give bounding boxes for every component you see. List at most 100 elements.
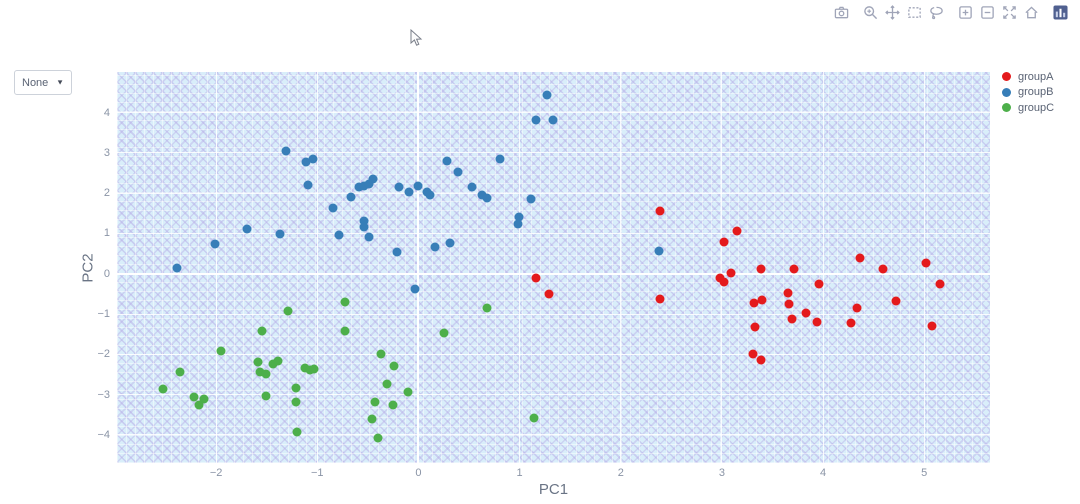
plotly-logo-button[interactable]	[1053, 5, 1068, 20]
lasso-select-button[interactable]	[929, 5, 944, 20]
gridline-x	[822, 72, 824, 463]
legend-marker-icon	[1002, 72, 1011, 82]
zoom-out-button[interactable]	[980, 5, 995, 20]
scatter-point-groupC	[529, 413, 539, 423]
y-axis-title: PC2	[79, 252, 97, 283]
scatter-point-groupB	[359, 222, 369, 232]
scatter-point-groupA	[715, 273, 725, 283]
scatter-point-groupC	[376, 349, 386, 359]
scatter-point-groupC	[268, 359, 278, 369]
gridline-y	[117, 232, 990, 234]
x-axis-title: PC1	[538, 481, 569, 498]
box-select-button[interactable]	[907, 5, 922, 20]
scatter-point-groupB	[281, 146, 291, 156]
scatter-point-groupA	[921, 258, 931, 268]
scatter-point-groupB	[548, 115, 558, 125]
y-tick-label: 1	[103, 227, 110, 240]
scatter-point-groupA	[852, 303, 862, 313]
zoom-button[interactable]	[863, 5, 878, 20]
x-tick-label: 1	[516, 467, 523, 479]
pan-button[interactable]	[885, 5, 900, 20]
scatter-point-groupC	[199, 394, 209, 404]
gridline-y	[117, 313, 990, 315]
scatter-point-groupC	[388, 400, 398, 410]
y-tick-label: 4	[103, 106, 110, 119]
x-tick-label: −1	[311, 467, 324, 479]
scatter-point-groupA	[878, 264, 888, 274]
camera-button[interactable]	[834, 5, 849, 20]
gridline-y	[117, 353, 990, 355]
scatter-point-groupC	[482, 303, 492, 313]
zoom-in-button[interactable]	[958, 5, 973, 20]
scatter-point-groupA	[726, 268, 736, 278]
scatter-point-groupB	[354, 182, 364, 192]
scatter-point-groupB	[368, 174, 378, 184]
gridline-x	[721, 72, 723, 463]
scatter-point-groupB	[404, 187, 414, 197]
legend-item-groupA[interactable]: groupA	[1002, 69, 1054, 85]
plotly-logo-icon	[1053, 5, 1068, 20]
gridline-y	[117, 152, 990, 154]
scatter-point-groupB	[526, 194, 536, 204]
scatter-point-groupA	[855, 253, 864, 263]
scatter-point-groupA	[750, 322, 760, 332]
scatter-point-groupA	[757, 295, 767, 305]
scatter-point-groupC	[292, 427, 302, 437]
scatter-point-groupB	[364, 179, 374, 189]
scatter-point-groupB	[334, 230, 344, 240]
legend-item-groupC[interactable]: groupC	[1002, 100, 1054, 116]
y-tick-label: −3	[97, 388, 110, 401]
scatter-point-groupB	[410, 284, 420, 294]
plotly-modebar	[834, 5, 1068, 20]
scatter-point-groupA	[756, 264, 766, 274]
gridline-y	[117, 112, 990, 114]
scatter-point-groupC	[158, 384, 168, 394]
legend-marker-icon	[1002, 103, 1011, 113]
scatter-point-groupA	[655, 206, 665, 216]
gridline-x	[417, 72, 420, 463]
scatter-point-groupB	[359, 216, 369, 226]
scatter-point-groupA	[749, 298, 759, 308]
scatter-point-groupC	[382, 379, 392, 389]
scatter-point-groupB	[394, 182, 404, 192]
scatter-point-groupC	[261, 369, 271, 379]
scatter-point-groupB	[477, 190, 487, 200]
scatter-point-groupC	[370, 397, 380, 407]
scatter-point-groupB	[328, 203, 338, 213]
gridline-x	[316, 72, 318, 463]
scatter-point-groupB	[430, 242, 440, 252]
box-select-icon	[908, 7, 921, 18]
scatter-point-groupB	[531, 115, 541, 125]
plot-wrapper: −2 −1 0 1 2 3 4 5 −4 −3 −2 −1 0 1 2 3 4 PC1 PC2	[80, 72, 990, 498]
scatter-point-groupA	[935, 279, 945, 289]
reset-axes-button[interactable]	[1024, 5, 1039, 20]
scatter-point-groupC	[291, 397, 301, 407]
scatter-point-groupA	[732, 226, 742, 236]
scatter-point-groupC	[253, 357, 263, 367]
scatter-point-groupA	[812, 317, 822, 327]
scatter-point-groupC	[189, 392, 199, 402]
scatter-point-groupB	[359, 181, 369, 191]
zoom-icon	[864, 6, 878, 20]
scatter-point-groupA	[814, 279, 824, 289]
y-tick-label: −4	[97, 428, 110, 441]
scatter-point-groupC	[216, 346, 226, 356]
scatter-point-groupC	[300, 363, 310, 373]
scatter-point-groupB	[172, 263, 182, 273]
gridline-y	[117, 434, 990, 436]
scatter-point-groupB	[442, 156, 452, 166]
scatter-point-groupC	[389, 361, 399, 371]
color-dropdown[interactable]: None ▼	[14, 70, 72, 95]
scatter-point-groupB	[242, 224, 252, 234]
autoscale-button[interactable]	[1002, 5, 1017, 20]
legend-item-groupB[interactable]: groupB	[1002, 85, 1054, 101]
legend: groupA groupB groupC	[1002, 69, 1054, 116]
x-tick-label: 5	[921, 467, 928, 479]
camera-icon	[834, 6, 849, 19]
x-tick-label: 2	[617, 467, 624, 479]
scatter-point-groupB	[303, 180, 313, 190]
scatter-point-groupA	[756, 355, 766, 364]
plot-area[interactable]	[117, 72, 990, 463]
scatter-point-groupC	[340, 297, 350, 307]
scatter-point-groupB	[467, 182, 477, 192]
